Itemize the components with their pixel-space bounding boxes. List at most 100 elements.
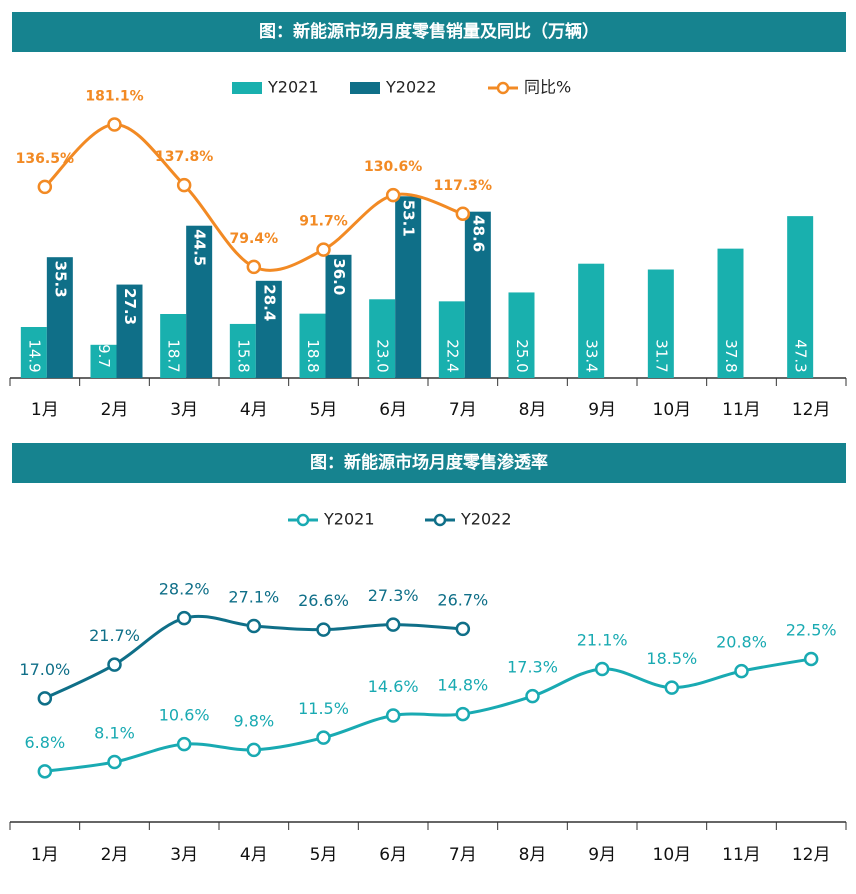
point xyxy=(734,663,749,679)
bar xyxy=(160,314,187,378)
bar xyxy=(578,263,605,378)
x-tick-label: 4月 xyxy=(240,845,268,865)
legend-label: Y2021 xyxy=(267,78,319,97)
data-label: 26.7% xyxy=(437,590,488,609)
point xyxy=(385,617,401,632)
x-tick-label: 6月 xyxy=(379,400,407,420)
data-label: 25.0 xyxy=(513,339,531,372)
data-label: 31.7 xyxy=(652,339,670,372)
point xyxy=(455,706,471,722)
legend-swatch xyxy=(433,513,447,527)
title-bar xyxy=(12,12,846,52)
point xyxy=(37,179,53,195)
bar xyxy=(20,327,47,378)
bar xyxy=(787,216,814,378)
bar xyxy=(395,196,422,378)
data-label: 14.8% xyxy=(437,676,488,695)
data-label: 23.0 xyxy=(374,339,392,372)
x-tick-label: 2月 xyxy=(101,845,129,865)
chart-title: 图：新能源市场月度零售销量及同比（万辆） xyxy=(259,21,599,42)
x-tick-label: 9月 xyxy=(588,400,616,420)
chart-title: 图：新能源市场月度零售渗透率 xyxy=(310,452,548,473)
x-tick-label: 5月 xyxy=(310,845,338,865)
point xyxy=(176,177,192,193)
data-label: 9.8% xyxy=(234,711,275,730)
legend-swatch xyxy=(350,82,380,94)
data-label: 14.6% xyxy=(368,677,419,696)
point xyxy=(664,680,680,695)
legend-label: Y2022 xyxy=(385,78,437,97)
point xyxy=(176,736,192,752)
point xyxy=(37,691,53,706)
data-label: 27.3% xyxy=(368,586,419,605)
data-label: 15.8 xyxy=(234,339,252,372)
point xyxy=(246,259,262,275)
point xyxy=(385,187,401,203)
data-label: 17.0% xyxy=(19,660,70,679)
x-tick-label: 1月 xyxy=(31,845,59,865)
bar xyxy=(647,269,674,378)
bar xyxy=(464,211,491,378)
data-label: 6.8% xyxy=(25,733,66,752)
bar xyxy=(508,292,535,378)
data-label: 18.7 xyxy=(165,339,183,372)
x-tick-label: 2月 xyxy=(101,400,129,420)
title-bar xyxy=(12,443,846,483)
point xyxy=(37,764,53,779)
bar xyxy=(438,301,465,378)
x-tick-label: 11月 xyxy=(722,400,761,420)
point xyxy=(316,622,331,637)
data-label: 117.3% xyxy=(434,178,492,194)
x-tick-label: 12月 xyxy=(792,845,831,865)
data-label: 33.4 xyxy=(583,339,601,372)
data-label: 181.1% xyxy=(85,88,143,104)
x-tick-label: 12月 xyxy=(792,400,831,420)
data-label: 20.8% xyxy=(716,633,767,652)
data-label: 9.7 xyxy=(95,344,113,368)
data-label: 53.1 xyxy=(400,200,418,237)
bar xyxy=(186,225,213,378)
data-label: 79.4% xyxy=(230,231,279,247)
bar xyxy=(229,323,256,378)
point xyxy=(246,742,262,758)
legend-swatch xyxy=(296,513,310,527)
data-label: 10.6% xyxy=(159,706,210,725)
data-label: 136.5% xyxy=(16,151,74,167)
data-label: 130.6% xyxy=(364,159,422,175)
bar xyxy=(255,280,282,378)
x-tick-label: 8月 xyxy=(519,845,547,865)
data-label: 37.8 xyxy=(722,339,740,372)
point xyxy=(525,688,540,704)
point xyxy=(246,618,262,634)
point xyxy=(107,117,122,132)
data-label: 35.3 xyxy=(51,261,69,298)
data-label: 48.6 xyxy=(469,215,487,252)
data-label: 21.1% xyxy=(577,630,628,649)
bar xyxy=(46,257,73,378)
legend-label: 同比% xyxy=(524,78,571,97)
point xyxy=(455,621,471,637)
x-tick-label: 1月 xyxy=(31,400,59,420)
point xyxy=(385,708,401,723)
x-tick-label: 11月 xyxy=(722,845,761,865)
data-label: 28.2% xyxy=(159,580,210,599)
x-tick-label: 8月 xyxy=(519,400,547,420)
data-label: 8.1% xyxy=(94,724,135,743)
data-label: 44.5 xyxy=(191,229,209,266)
x-tick-label: 7月 xyxy=(449,400,477,420)
data-label: 28.4 xyxy=(260,284,278,321)
x-tick-label: 10月 xyxy=(653,845,692,865)
data-label: 26.6% xyxy=(298,591,349,610)
data-label: 14.9 xyxy=(25,339,43,372)
data-label: 91.7% xyxy=(299,214,348,230)
data-label: 27.1% xyxy=(228,588,279,607)
bar xyxy=(116,284,143,378)
x-tick-label: 10月 xyxy=(653,400,692,420)
bar xyxy=(369,299,396,378)
data-label: 22.4 xyxy=(443,339,461,372)
data-label: 137.8% xyxy=(155,149,213,165)
data-label: 18.5% xyxy=(646,649,697,668)
x-tick-label: 7月 xyxy=(449,845,477,865)
